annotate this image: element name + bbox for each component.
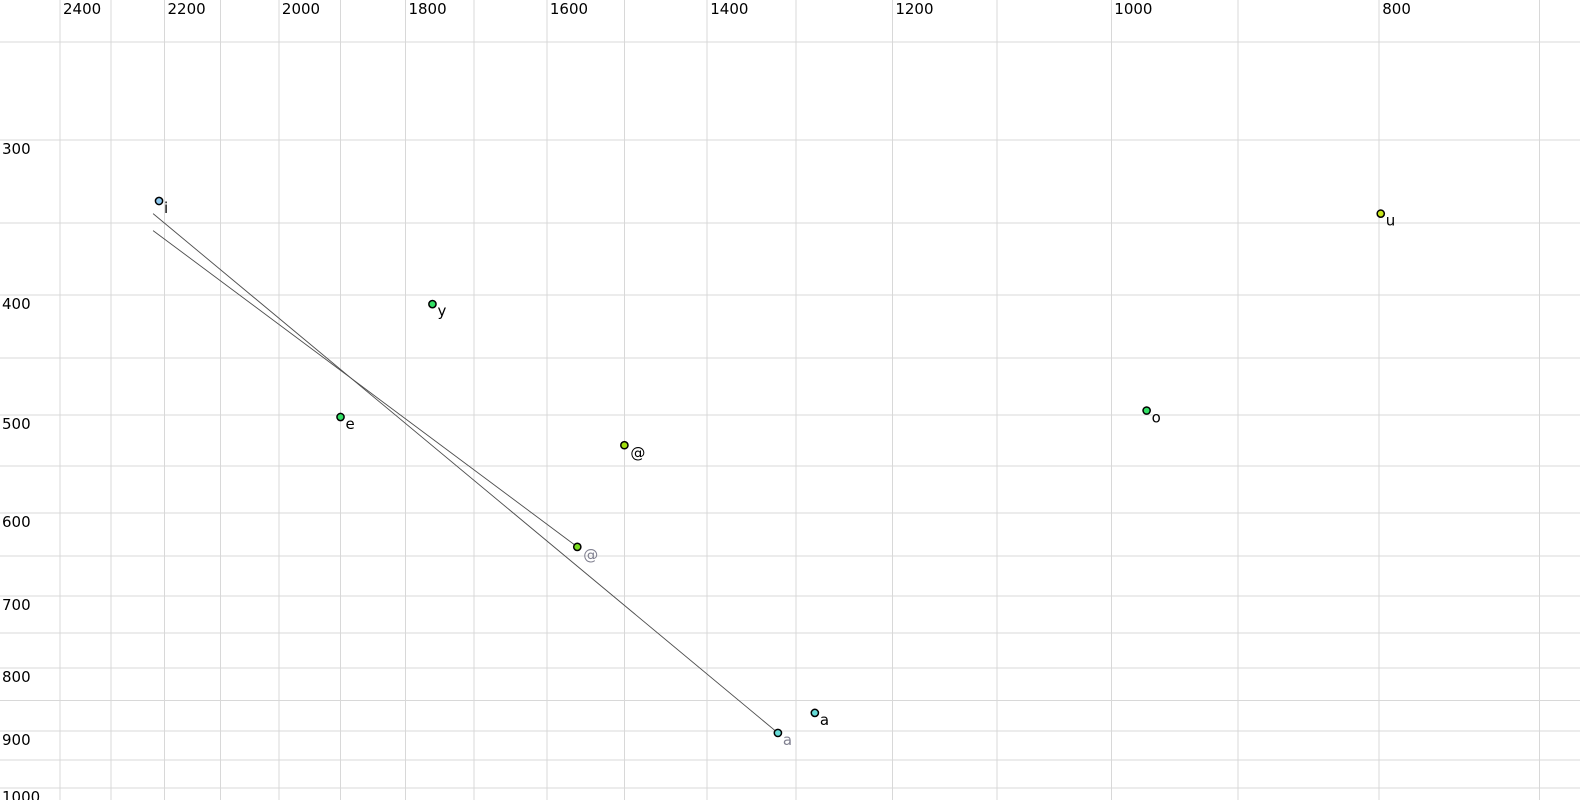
vowel-point-label-i: i bbox=[164, 199, 168, 217]
vowel-point-label-a: a bbox=[820, 711, 829, 729]
x-axis-tick-label: 2400 bbox=[63, 0, 101, 18]
vowel-point-i bbox=[154, 196, 164, 206]
vowel-point-label-y: y bbox=[437, 302, 446, 320]
vowel-point-e bbox=[336, 412, 345, 422]
x-axis-tick-label: 800 bbox=[1382, 0, 1411, 18]
vowel-point-label-schwa: @ bbox=[630, 444, 645, 462]
vowel-point-label-a-2: a bbox=[783, 731, 792, 749]
x-axis-tick-label: 1200 bbox=[895, 0, 933, 18]
y-axis-tick-label: 500 bbox=[2, 415, 31, 433]
y-axis-tick-label: 1000 bbox=[2, 788, 40, 800]
x-axis-tick-label: 2200 bbox=[167, 0, 205, 18]
vowel-point-label-o: o bbox=[1152, 409, 1161, 427]
vowel-point-u bbox=[1376, 209, 1386, 218]
vowel-point-schwa bbox=[620, 440, 629, 450]
vowel-point-label-e: e bbox=[346, 415, 355, 433]
vowel-point-label-schwa-2: @ bbox=[583, 546, 598, 564]
vowel-point-a bbox=[810, 708, 820, 718]
x-axis-tick-label: 1000 bbox=[1114, 0, 1152, 18]
trajectory-line bbox=[152, 230, 578, 548]
vowel-point-a-2 bbox=[773, 728, 783, 738]
trajectory-line bbox=[152, 213, 779, 734]
y-axis-tick-label: 400 bbox=[2, 295, 31, 313]
vowel-point-schwa-2 bbox=[572, 542, 582, 552]
y-axis-tick-label: 300 bbox=[2, 140, 31, 158]
y-axis-tick-label: 900 bbox=[2, 731, 31, 749]
y-axis-tick-label: 800 bbox=[2, 668, 31, 686]
vowel-point-label-u: u bbox=[1386, 212, 1396, 230]
vowel-point-o bbox=[1142, 406, 1151, 415]
x-axis-tick-label: 1600 bbox=[550, 0, 588, 18]
x-axis-tick-label: 2000 bbox=[282, 0, 320, 18]
x-axis-tick-label: 1800 bbox=[408, 0, 446, 18]
x-axis-tick-label: 1400 bbox=[710, 0, 748, 18]
vowel-point-y bbox=[428, 299, 437, 309]
y-axis-tick-label: 700 bbox=[2, 596, 31, 614]
y-axis-tick-label: 600 bbox=[2, 513, 31, 531]
